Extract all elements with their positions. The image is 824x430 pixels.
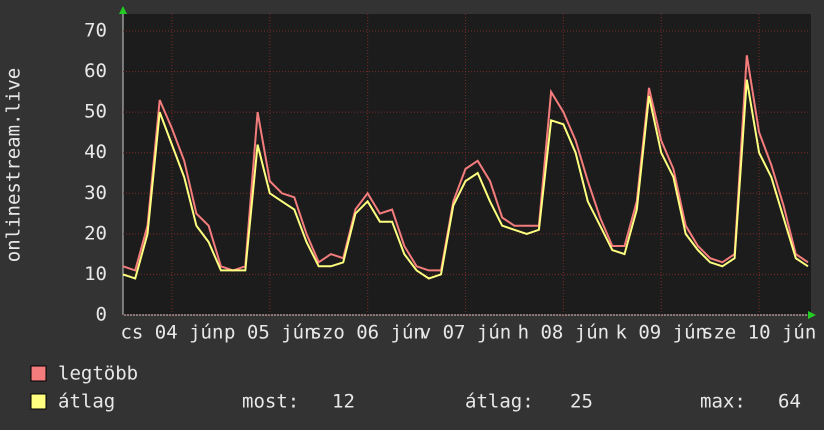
legend-swatch xyxy=(30,365,47,382)
stat-label: max: xyxy=(700,391,746,413)
y-tick-label: 50 xyxy=(84,101,107,123)
y-tick-label: 20 xyxy=(84,222,107,244)
legend-label: átlag xyxy=(58,391,115,413)
legend-label: legtöbb xyxy=(58,363,138,385)
x-tick-label: sze 10 jún xyxy=(702,322,816,344)
y-arrow xyxy=(119,6,127,14)
stat-label: átlag: xyxy=(465,391,534,413)
stat-value: 64 xyxy=(778,391,801,413)
legend-swatch xyxy=(30,393,47,410)
y-tick-label: 10 xyxy=(84,263,107,285)
y-tick-label: 60 xyxy=(84,60,107,82)
x-tick-label: k 09 jún xyxy=(615,322,707,344)
x-tick-label: cs 04 jún xyxy=(120,322,223,344)
x-tick-label: v 07 jún xyxy=(420,322,512,344)
series-line xyxy=(122,79,809,280)
y-tick-label: 40 xyxy=(84,141,107,163)
stat-value: 12 xyxy=(332,391,355,413)
plot-area xyxy=(123,14,811,315)
y-tick-label: 30 xyxy=(84,182,107,204)
x-tick-label: h 08 jún xyxy=(518,322,610,344)
y-tick-label: 70 xyxy=(84,20,107,42)
y-axis-label: onlinestream.live xyxy=(3,68,25,262)
x-arrow xyxy=(808,311,816,319)
y-tick-label: 0 xyxy=(96,304,107,326)
stat-label: most: xyxy=(242,391,299,413)
stat-value: 25 xyxy=(570,391,593,413)
series-line xyxy=(122,55,809,272)
x-tick-label: p 05 jún xyxy=(224,322,316,344)
x-tick-label: szo 06 jún xyxy=(310,322,424,344)
